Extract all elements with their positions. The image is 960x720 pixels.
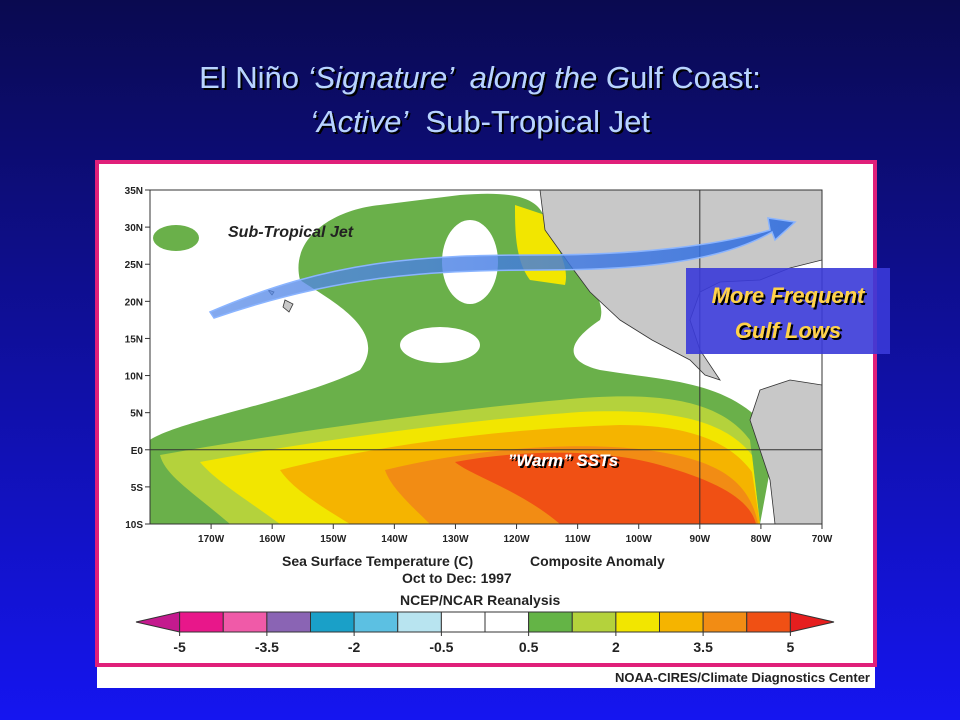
colorbar-box xyxy=(702,611,748,633)
colorbar-box xyxy=(266,611,311,633)
colorbar-box xyxy=(659,611,704,633)
y-tick-label: 30N xyxy=(125,223,143,234)
colorbar-box xyxy=(615,611,660,633)
x-tick-label: 160W xyxy=(259,534,286,545)
anomaly-contour xyxy=(153,225,199,251)
map-axes: 35N 30N 25N 20N 15N 10N 5N E0 5S 10S 170W 160W 150W 1… xyxy=(125,186,833,545)
colorbar-label: -2 xyxy=(348,639,361,655)
callout-text: More Frequent xyxy=(712,283,866,308)
title-segment: along the G xyxy=(452,60,630,95)
x-tick-label: 150W xyxy=(320,534,347,545)
x-tick-label: 120W xyxy=(503,534,530,545)
anomaly-contour xyxy=(400,327,480,363)
title-segment: Sub-Tropical Jet xyxy=(408,104,650,139)
caption: Oct to Dec: 1997 xyxy=(402,570,512,586)
title-line: ‘Active’ Sub-Tropical Jet xyxy=(310,104,650,139)
colorbar-box xyxy=(746,611,791,633)
title-segment: ‘Active’ xyxy=(310,104,409,139)
x-tick-label: 140W xyxy=(381,534,408,545)
credit: NOAA-CIRES/Climate Diagnostics Center xyxy=(615,670,870,685)
colorbar-label: 0.5 xyxy=(519,639,539,655)
x-tick-label: 170W xyxy=(198,534,225,545)
colorbar-box xyxy=(440,611,486,633)
title-line: El Niño ‘Signature’ along the Gulf Coast… xyxy=(199,60,761,95)
colorbar-label: 2 xyxy=(612,639,620,655)
colorbar-label: -0.5 xyxy=(429,639,453,655)
anomaly-contour xyxy=(455,452,756,524)
title-segment: El Niño xyxy=(199,60,308,95)
y-tick-label: 35N xyxy=(125,186,143,197)
y-tick-label: 5S xyxy=(131,483,144,494)
callout-text: Gulf Lows xyxy=(735,318,841,343)
colorbar-label: -3.5 xyxy=(255,639,279,655)
colorbar-label: 3.5 xyxy=(693,639,713,655)
map-border xyxy=(149,189,823,525)
y-tick-label: E0 xyxy=(131,446,144,457)
colorbar-box xyxy=(179,611,224,633)
y-tick-label: 25N xyxy=(125,260,143,271)
figure-frame xyxy=(95,160,877,667)
caption: Sea Surface Temperature (C) xyxy=(282,553,473,569)
caption: NCEP/NCAR Reanalysis xyxy=(400,592,560,608)
x-tick-label: 130W xyxy=(442,534,469,545)
y-tick-label: 10N xyxy=(125,372,143,383)
callout-box xyxy=(686,268,890,354)
jet-label: Sub-Tropical Jet xyxy=(228,224,354,241)
colorbar-label: 5 xyxy=(786,639,794,655)
colorbar-box xyxy=(571,611,617,633)
x-tick-label: 110W xyxy=(565,534,591,545)
caption: Composite Anomaly xyxy=(530,553,665,569)
colorbar-label: -5 xyxy=(173,639,186,655)
y-tick-label: 5N xyxy=(130,409,143,420)
colorbar-box xyxy=(528,611,573,633)
land xyxy=(749,379,822,524)
colorbar-box xyxy=(397,611,442,633)
warm-label: ”Warm” SSTs xyxy=(508,451,619,470)
jet-arrow xyxy=(208,217,797,319)
colorbar-box xyxy=(353,611,399,633)
y-tick-label: 20N xyxy=(125,297,143,308)
x-tick-label: 90W xyxy=(690,534,711,545)
colorbar-box xyxy=(310,611,355,633)
colorbar-end xyxy=(789,611,835,633)
colorbar: -5 -3.5 -2 -0.5 0.5 2 3.5 5 xyxy=(135,611,835,655)
colorbar-box xyxy=(222,611,268,633)
x-tick-label: 70W xyxy=(812,534,833,545)
title-segment: ‘Signature’ xyxy=(308,60,456,95)
x-tick-label: 80W xyxy=(751,534,772,545)
x-tick-label: 100W xyxy=(626,534,653,545)
colorbar-box xyxy=(484,611,530,633)
y-tick-label: 15N xyxy=(125,334,143,345)
y-tick-label: 10S xyxy=(125,520,143,531)
title-segment: ulf Coast: xyxy=(630,60,761,95)
